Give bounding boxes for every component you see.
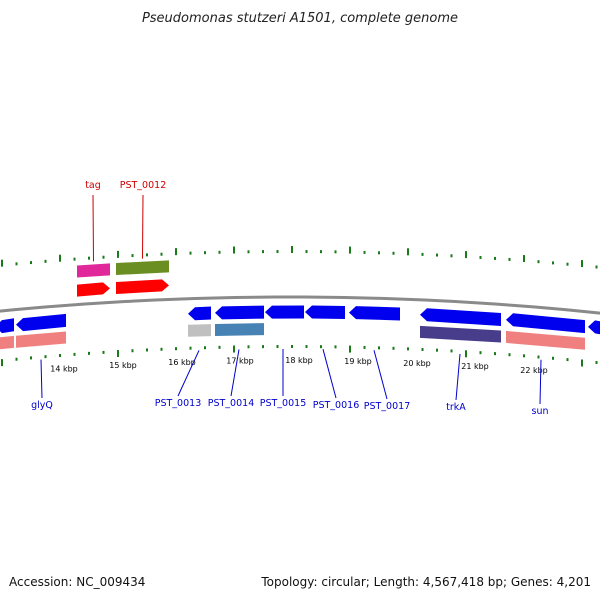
gene-labels: tag PST_0012 glyQ PST_0013 PST_0014 PST_0015 P… [31,180,548,417]
scale-label: 21 kbp [461,362,489,371]
gene-label: PST_0014 [208,398,255,409]
gene-label: PST_0012 [120,180,167,191]
forward-cds-arrow [77,282,110,297]
reverse-cds-arrow [16,313,66,332]
reverse-cds-arrow [349,306,400,321]
reverse-feature-block [506,330,585,350]
reverse-cds-arrow [265,305,304,319]
reverse-features [0,323,585,350]
accession-label: Accession: NC_009434 [9,575,145,589]
gene-label: PST_0013 [155,398,202,409]
scale-label: 18 kbp [285,356,313,365]
label-leader-line [322,349,337,399]
scale-label: 15 kbp [109,361,137,370]
reverse-cds-arrow [215,305,264,320]
forward-cds-arrow [116,279,169,294]
forward-cds [77,279,169,297]
reverse-cds-arrow [188,306,211,321]
reverse-cds-arrow [506,313,585,334]
scale-label: 22 kbp [520,366,548,375]
genome-summary: Topology: circular; Length: 4,567,418 bp… [260,575,591,589]
gene-label: PST_0015 [260,398,307,409]
scale-label: 20 kbp [403,359,431,368]
map-title: Pseudomonas stutzeri A1501, complete gen… [142,11,458,26]
reverse-feature-block [215,323,264,336]
reverse-cds-arrow [420,308,501,326]
forward-feature-block [116,260,169,275]
reverse-feature-block [188,324,211,337]
scale-label: 17 kbp [226,356,254,365]
forward-features [77,260,169,278]
gene-label: PST_0017 [364,401,411,412]
reverse-cds-arrow [588,320,600,335]
reverse-feature-block [16,331,66,348]
gene-label: trkA [446,402,466,413]
gene-label: glyQ [31,400,53,411]
label-leader-line [373,350,388,400]
gc-ticks-inner [1,345,598,367]
label-leader-line [177,350,200,397]
gene-label: tag [85,180,101,191]
reverse-feature-block [420,325,501,343]
label-leader-line [92,194,94,262]
reverse-feature-block [0,335,14,350]
scale-label: 19 kbp [344,357,372,366]
scale-labels: 14 kbp 15 kbp 16 kbp 17 kbp 18 kbp 19 kbp 20 k… [50,356,548,375]
scale-label: 14 kbp [50,365,78,374]
gene-label: sun [532,406,549,417]
reverse-cds [0,305,600,335]
scale-label: 16 kbp [168,358,196,367]
reverse-cds-arrow [0,318,14,334]
gc-ticks-outer [1,246,598,269]
label-leader-line [142,194,144,259]
forward-feature-block [77,263,110,278]
label-leader-line [230,349,240,397]
reverse-cds-arrow [305,305,345,319]
label-leader-line [40,359,43,399]
label-leader-line [539,359,542,405]
gene-label: PST_0016 [313,400,360,411]
genome-backbone [0,295,600,315]
label-leader-line [455,353,461,401]
